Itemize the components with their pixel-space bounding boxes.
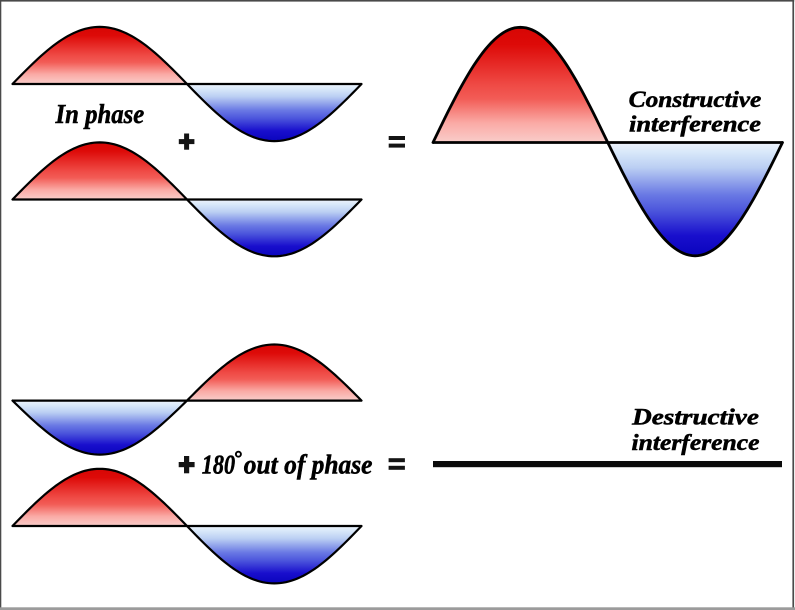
svg-text:Constructive: Constructive [629,87,762,113]
svg-text:interference: interference [629,112,761,138]
svg-text:In phase: In phase [55,98,145,129]
svg-text:Destructive: Destructive [631,404,759,430]
svg-text:out of phase: out of phase [244,449,373,479]
svg-text:180: 180 [202,449,236,479]
svg-text:interference: interference [632,430,760,456]
